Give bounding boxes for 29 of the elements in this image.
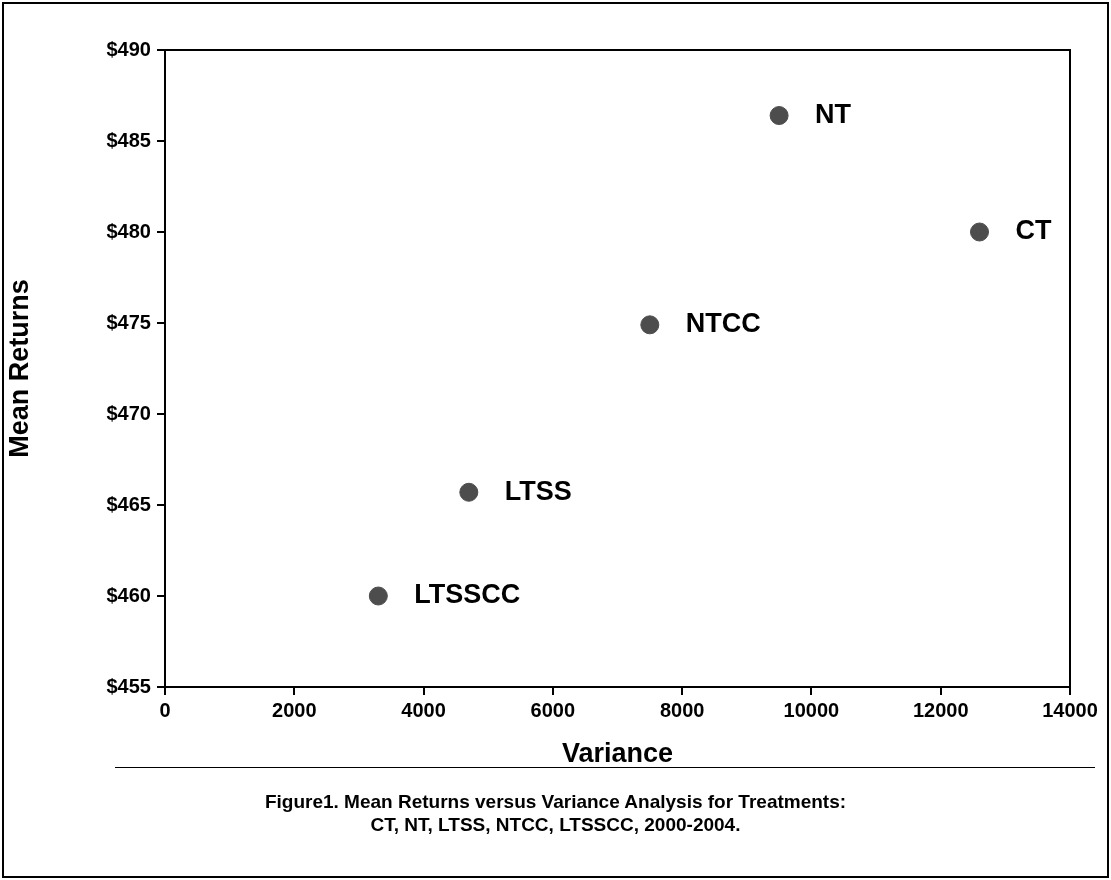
y-tick-label: $460 [106,583,151,606]
x-axis-title: Variance [561,738,674,769]
x-tick-label: 0 [159,698,171,721]
x-tick-label: 14000 [1042,698,1098,721]
x-tick-label: 8000 [659,698,705,721]
y-tick-label: $465 [106,492,151,515]
point [640,315,660,335]
point [459,482,479,502]
x-tick-label: 10000 [783,698,840,721]
annotation: NT [815,98,852,129]
annotation: LTSSCC [414,579,521,610]
point [970,222,989,242]
annotation: CT [1015,215,1052,246]
annotation: NTCC [685,308,761,339]
y-tick-label: $470 [106,401,151,424]
text: Figure1. Mean Returns versus Variance Analysis for Treatments: CT, NT, LTSS, NTCC, LTSSCC, 2000-2004. [263,790,848,836]
annotation: LTSS [504,475,572,506]
y-tick-label: $490 [106,37,151,60]
x-tick-label: 4000 [401,698,446,721]
y-axis-title: Mean Returns [3,279,34,458]
x-tick-label: 12000 [912,698,969,721]
point [769,106,789,126]
point [368,586,388,606]
x-tick-label: 2000 [272,698,317,721]
y-tick-label: $485 [106,128,151,151]
y-tick-label: $475 [106,310,151,333]
y-tick-label: $455 [106,674,151,697]
y-tick-label: $480 [106,219,151,242]
x-tick-label: 6000 [530,698,576,721]
